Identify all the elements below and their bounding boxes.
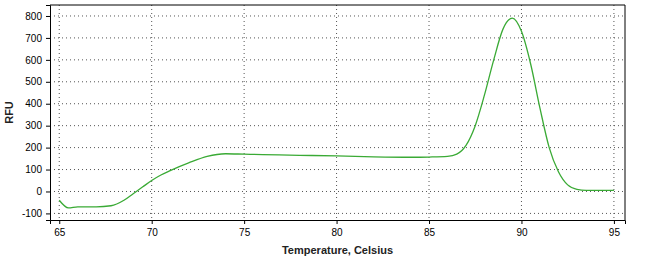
tick-label: 65 (54, 227, 66, 238)
tick-mark (46, 191, 50, 192)
tick-label: 700 (25, 33, 42, 44)
y-axis-title: RFU (3, 101, 15, 124)
grid (50, 5, 625, 220)
axis-line (46, 6, 51, 221)
frame (50, 5, 625, 6)
tick-mark (46, 82, 50, 83)
tick-mark (337, 220, 338, 224)
tick: 90 (516, 220, 528, 238)
grid-line (50, 15, 625, 16)
tick-mark (46, 148, 50, 149)
tick-label: 90 (516, 227, 528, 238)
tick: 600 (25, 55, 50, 66)
series (59, 18, 614, 208)
tick-label: 75 (239, 227, 251, 238)
grid-line (50, 81, 625, 82)
tick: 85 (424, 220, 436, 238)
tick: 70 (147, 220, 159, 238)
grid-line (521, 5, 522, 220)
grid-line (336, 5, 337, 220)
tick: 95 (609, 220, 621, 238)
plot: 65 70 75 80 85 90 95 -100 0 100 200 300 400 500 600 700… (22, 5, 626, 238)
tick: 300 (25, 120, 50, 131)
tick-mark (152, 220, 153, 224)
tick-label: 200 (25, 142, 42, 153)
tick: 75 (239, 220, 251, 238)
grid-line (50, 37, 625, 38)
y-axis: -100 0 100 200 300 400 500 600 700 800 (22, 6, 51, 221)
tick-label: 300 (25, 120, 42, 131)
tick-label: 100 (25, 164, 42, 175)
tick: 400 (25, 98, 50, 109)
grid-line (50, 125, 625, 126)
tick-label: 500 (25, 76, 42, 87)
grid-line (50, 147, 625, 148)
tick-mark (46, 16, 50, 17)
grid-line (50, 213, 625, 214)
grid-line (244, 5, 245, 220)
frame (625, 5, 626, 220)
grid-line (50, 59, 625, 60)
tick-label: 95 (609, 227, 621, 238)
tick-label: 0 (36, 186, 42, 197)
tick-mark (59, 220, 60, 224)
tick: 100 (25, 164, 50, 175)
tick-mark (614, 220, 615, 224)
tick-label: -100 (22, 208, 42, 219)
tick: 65 (54, 220, 66, 238)
tick-label: 800 (25, 11, 42, 22)
tick-label: 80 (332, 227, 344, 238)
tick: 0 (36, 186, 50, 197)
tick: -100 (22, 208, 50, 219)
tick-mark (46, 126, 50, 127)
tick: 800 (25, 11, 50, 22)
tick-label: 70 (147, 227, 159, 238)
axis-line (51, 221, 626, 225)
x-axis-title: Temperature, Celsius (282, 244, 393, 256)
tick-mark (46, 170, 50, 171)
x-axis: 65 70 75 80 85 90 95 (51, 220, 626, 238)
chart: 65 70 75 80 85 90 95 -100 0 100 200 300 400 500 600 700… (0, 0, 653, 260)
grid-line (613, 5, 614, 220)
tick-mark (46, 213, 50, 214)
tick-mark (46, 104, 50, 105)
tick-mark (429, 220, 430, 224)
tick-mark (244, 220, 245, 224)
grid-line (429, 5, 430, 220)
line (59, 18, 614, 208)
grid-line (151, 5, 152, 220)
tick-label: 85 (424, 227, 436, 238)
tick-label: 600 (25, 55, 42, 66)
tick-mark (46, 38, 50, 39)
grid-line (59, 5, 60, 220)
tick: 700 (25, 33, 50, 44)
grid-line (50, 169, 625, 170)
tick-mark (521, 220, 522, 224)
tick: 200 (25, 142, 50, 153)
tick-mark (46, 60, 50, 61)
tick-label: 400 (25, 98, 42, 109)
tick: 80 (332, 220, 344, 238)
tick: 500 (25, 76, 50, 87)
